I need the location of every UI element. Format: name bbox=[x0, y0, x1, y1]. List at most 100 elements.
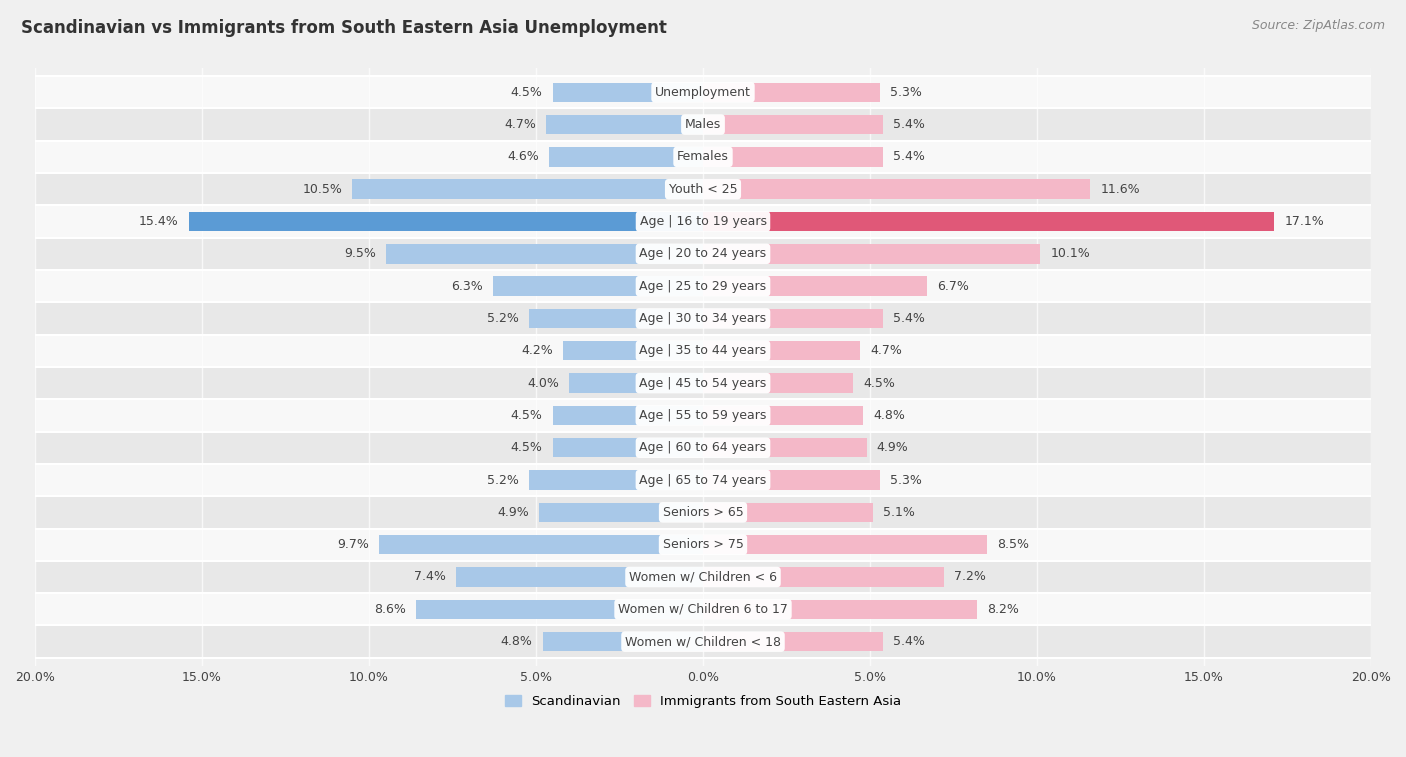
Text: Age | 30 to 34 years: Age | 30 to 34 years bbox=[640, 312, 766, 325]
Bar bbox=[35, 141, 1371, 173]
Text: Women w/ Children < 6: Women w/ Children < 6 bbox=[628, 571, 778, 584]
Bar bbox=[35, 270, 1371, 302]
Text: 4.7%: 4.7% bbox=[505, 118, 536, 131]
Text: 4.7%: 4.7% bbox=[870, 344, 901, 357]
Text: 5.4%: 5.4% bbox=[893, 151, 925, 164]
Text: 4.5%: 4.5% bbox=[510, 409, 543, 422]
Bar bbox=[35, 593, 1371, 625]
Text: 6.7%: 6.7% bbox=[936, 279, 969, 293]
Bar bbox=[35, 205, 1371, 238]
Bar bbox=[703, 276, 927, 296]
Text: Women w/ Children 6 to 17: Women w/ Children 6 to 17 bbox=[619, 603, 787, 615]
Bar bbox=[529, 470, 703, 490]
Text: Women w/ Children < 18: Women w/ Children < 18 bbox=[626, 635, 780, 648]
Text: Age | 35 to 44 years: Age | 35 to 44 years bbox=[640, 344, 766, 357]
Bar bbox=[703, 147, 883, 167]
Text: 17.1%: 17.1% bbox=[1284, 215, 1324, 228]
Text: Age | 60 to 64 years: Age | 60 to 64 years bbox=[640, 441, 766, 454]
Bar bbox=[703, 212, 1274, 231]
Bar bbox=[546, 115, 703, 134]
Legend: Scandinavian, Immigrants from South Eastern Asia: Scandinavian, Immigrants from South East… bbox=[499, 690, 907, 713]
Bar bbox=[35, 302, 1371, 335]
Bar bbox=[703, 632, 883, 651]
Bar bbox=[35, 496, 1371, 528]
Bar bbox=[553, 406, 703, 425]
Bar bbox=[35, 238, 1371, 270]
Text: 4.6%: 4.6% bbox=[508, 151, 540, 164]
Text: 15.4%: 15.4% bbox=[139, 215, 179, 228]
Text: Age | 55 to 59 years: Age | 55 to 59 years bbox=[640, 409, 766, 422]
Text: Age | 25 to 29 years: Age | 25 to 29 years bbox=[640, 279, 766, 293]
Text: 4.5%: 4.5% bbox=[510, 441, 543, 454]
Text: 4.5%: 4.5% bbox=[510, 86, 543, 98]
Text: Youth < 25: Youth < 25 bbox=[669, 182, 737, 195]
Bar bbox=[188, 212, 703, 231]
Text: 5.4%: 5.4% bbox=[893, 635, 925, 648]
Bar bbox=[543, 632, 703, 651]
Text: 5.2%: 5.2% bbox=[488, 312, 519, 325]
Bar bbox=[385, 244, 703, 263]
Text: Seniors > 75: Seniors > 75 bbox=[662, 538, 744, 551]
Text: Unemployment: Unemployment bbox=[655, 86, 751, 98]
Text: Age | 45 to 54 years: Age | 45 to 54 years bbox=[640, 376, 766, 390]
Text: 4.2%: 4.2% bbox=[522, 344, 553, 357]
Bar bbox=[703, 115, 883, 134]
Bar bbox=[35, 173, 1371, 205]
Bar bbox=[703, 244, 1040, 263]
Bar bbox=[35, 76, 1371, 108]
Text: Age | 65 to 74 years: Age | 65 to 74 years bbox=[640, 474, 766, 487]
Text: 4.0%: 4.0% bbox=[527, 376, 560, 390]
Text: 5.1%: 5.1% bbox=[883, 506, 915, 519]
Bar bbox=[416, 600, 703, 619]
Text: 4.5%: 4.5% bbox=[863, 376, 896, 390]
Text: 4.8%: 4.8% bbox=[501, 635, 533, 648]
Bar bbox=[35, 431, 1371, 464]
Text: 8.5%: 8.5% bbox=[997, 538, 1029, 551]
Text: 4.8%: 4.8% bbox=[873, 409, 905, 422]
Bar bbox=[529, 309, 703, 328]
Bar bbox=[703, 179, 1091, 199]
Text: 10.1%: 10.1% bbox=[1050, 248, 1090, 260]
Bar bbox=[35, 561, 1371, 593]
Bar bbox=[553, 438, 703, 457]
Text: 5.4%: 5.4% bbox=[893, 118, 925, 131]
Text: 7.2%: 7.2% bbox=[953, 571, 986, 584]
Bar bbox=[35, 367, 1371, 399]
Bar bbox=[703, 535, 987, 554]
Text: Age | 16 to 19 years: Age | 16 to 19 years bbox=[640, 215, 766, 228]
Text: 5.3%: 5.3% bbox=[890, 474, 922, 487]
Bar bbox=[703, 83, 880, 102]
Text: 4.9%: 4.9% bbox=[877, 441, 908, 454]
Bar bbox=[35, 625, 1371, 658]
Text: 11.6%: 11.6% bbox=[1101, 182, 1140, 195]
Bar bbox=[35, 108, 1371, 141]
Text: 8.6%: 8.6% bbox=[374, 603, 406, 615]
Text: Females: Females bbox=[678, 151, 728, 164]
Bar bbox=[703, 438, 866, 457]
Text: 5.2%: 5.2% bbox=[488, 474, 519, 487]
Bar bbox=[703, 309, 883, 328]
Bar bbox=[456, 567, 703, 587]
Bar bbox=[703, 470, 880, 490]
Bar bbox=[380, 535, 703, 554]
Bar bbox=[553, 83, 703, 102]
Text: 4.9%: 4.9% bbox=[498, 506, 529, 519]
Bar bbox=[35, 399, 1371, 431]
Bar bbox=[35, 335, 1371, 367]
Bar bbox=[35, 464, 1371, 496]
Bar bbox=[562, 341, 703, 360]
Text: Age | 20 to 24 years: Age | 20 to 24 years bbox=[640, 248, 766, 260]
Bar bbox=[550, 147, 703, 167]
Text: 9.7%: 9.7% bbox=[337, 538, 368, 551]
Text: 5.3%: 5.3% bbox=[890, 86, 922, 98]
Text: 8.2%: 8.2% bbox=[987, 603, 1019, 615]
Text: 7.4%: 7.4% bbox=[413, 571, 446, 584]
Bar bbox=[703, 373, 853, 393]
Bar bbox=[703, 567, 943, 587]
Text: Source: ZipAtlas.com: Source: ZipAtlas.com bbox=[1251, 19, 1385, 32]
Bar bbox=[703, 406, 863, 425]
Bar bbox=[569, 373, 703, 393]
Bar bbox=[35, 528, 1371, 561]
Text: 6.3%: 6.3% bbox=[451, 279, 482, 293]
Bar bbox=[703, 341, 860, 360]
